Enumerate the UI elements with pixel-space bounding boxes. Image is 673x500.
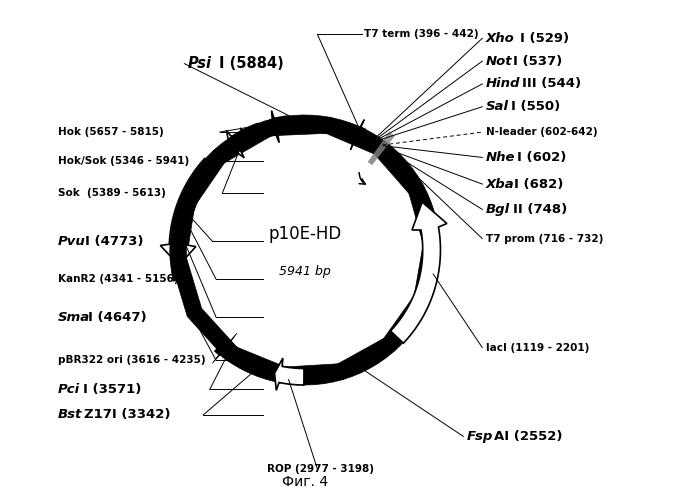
Text: Psi: Psi bbox=[188, 56, 212, 71]
Text: Sal: Sal bbox=[486, 100, 509, 113]
Text: Xba: Xba bbox=[486, 178, 515, 190]
Text: I (537): I (537) bbox=[513, 54, 563, 68]
Text: Xho: Xho bbox=[486, 32, 515, 45]
Text: Fsp: Fsp bbox=[467, 430, 493, 443]
Text: AI (2552): AI (2552) bbox=[494, 430, 562, 443]
Text: Hok (5657 - 5815): Hok (5657 - 5815) bbox=[58, 127, 164, 137]
Text: T7 term (396 - 442): T7 term (396 - 442) bbox=[364, 30, 479, 40]
Text: KanR2 (4341 - 5156): KanR2 (4341 - 5156) bbox=[58, 274, 178, 284]
Text: Sma: Sma bbox=[58, 310, 90, 324]
Polygon shape bbox=[351, 120, 365, 150]
Text: I (550): I (550) bbox=[511, 100, 561, 113]
Text: Pvu: Pvu bbox=[58, 234, 85, 248]
Text: I (4773): I (4773) bbox=[85, 234, 144, 248]
Text: lacI (1119 - 2201): lacI (1119 - 2201) bbox=[486, 342, 590, 352]
Text: pBR322 ori (3616 - 4235): pBR322 ori (3616 - 4235) bbox=[58, 356, 205, 366]
Polygon shape bbox=[170, 117, 439, 383]
Text: I (4647): I (4647) bbox=[88, 310, 147, 324]
Text: Hind: Hind bbox=[486, 78, 521, 90]
Polygon shape bbox=[160, 158, 218, 266]
Text: N-leader (602-642): N-leader (602-642) bbox=[486, 127, 598, 137]
Text: Not: Not bbox=[486, 54, 513, 68]
Text: Фиг. 4: Фиг. 4 bbox=[282, 475, 328, 489]
Polygon shape bbox=[212, 333, 237, 364]
Text: I (3571): I (3571) bbox=[83, 383, 141, 396]
Polygon shape bbox=[170, 115, 440, 385]
Text: I (529): I (529) bbox=[520, 32, 569, 45]
Text: Z17I (3342): Z17I (3342) bbox=[84, 408, 171, 422]
Polygon shape bbox=[232, 128, 251, 150]
Text: Pci: Pci bbox=[58, 383, 79, 396]
Polygon shape bbox=[275, 358, 304, 390]
Text: III (544): III (544) bbox=[522, 78, 581, 90]
Polygon shape bbox=[226, 124, 263, 158]
Text: II (748): II (748) bbox=[513, 203, 567, 216]
Polygon shape bbox=[390, 202, 447, 343]
Text: Sok  (5389 - 5613): Sok (5389 - 5613) bbox=[58, 188, 166, 198]
Text: 5941 bp: 5941 bp bbox=[279, 265, 330, 278]
Text: Nhe: Nhe bbox=[486, 151, 516, 164]
Polygon shape bbox=[272, 110, 289, 142]
Text: p10E-HD: p10E-HD bbox=[268, 224, 341, 242]
Text: I (682): I (682) bbox=[514, 178, 563, 190]
Text: Bst: Bst bbox=[58, 408, 82, 422]
Text: Bgl: Bgl bbox=[486, 203, 510, 216]
Text: Hok/Sok (5346 - 5941): Hok/Sok (5346 - 5941) bbox=[58, 156, 189, 166]
Text: T7 prom (716 - 732): T7 prom (716 - 732) bbox=[486, 234, 604, 243]
Text: I (5884): I (5884) bbox=[219, 56, 283, 71]
Text: I (602): I (602) bbox=[517, 151, 567, 164]
Text: ROP (2977 - 3198): ROP (2977 - 3198) bbox=[267, 464, 374, 474]
